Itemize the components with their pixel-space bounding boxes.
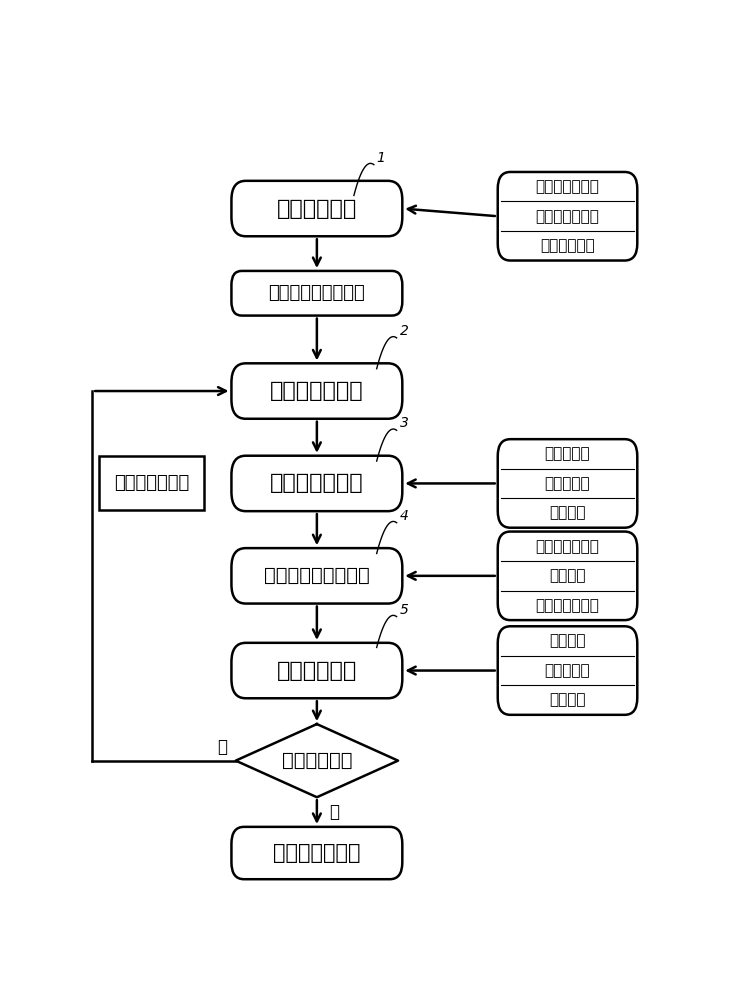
Text: 优化、调整模块: 优化、调整模块	[114, 474, 190, 492]
Text: 1: 1	[376, 151, 386, 165]
Text: 截割头结构初步设计: 截割头结构初步设计	[268, 284, 365, 302]
FancyBboxPatch shape	[498, 532, 637, 620]
Text: 参数化分析模块: 参数化分析模块	[270, 473, 364, 493]
Text: 截割头设计结果: 截割头设计结果	[273, 843, 361, 863]
FancyBboxPatch shape	[232, 827, 402, 879]
Text: 强度、刚度: 强度、刚度	[545, 663, 590, 678]
Text: 振动频率、振型: 振动频率、振型	[536, 598, 600, 613]
Text: 性能评价模块: 性能评价模块	[277, 661, 357, 681]
Text: 煤岩特性参数: 煤岩特性参数	[540, 238, 595, 253]
Text: 参数输入模块: 参数输入模块	[277, 199, 357, 219]
Text: 3: 3	[400, 416, 409, 430]
Text: 参数化结果显示模块: 参数化结果显示模块	[264, 566, 370, 585]
Text: 是否需要优化: 是否需要优化	[282, 751, 352, 770]
Text: 载荷波动: 载荷波动	[549, 634, 586, 649]
FancyBboxPatch shape	[232, 548, 402, 604]
Text: 截割头工况参数: 截割头工况参数	[536, 209, 600, 224]
FancyBboxPatch shape	[498, 172, 637, 261]
Text: 截割头设计参数: 截割头设计参数	[536, 179, 600, 194]
Text: 5: 5	[400, 603, 409, 617]
Bar	[99, 456, 204, 510]
Text: 否: 否	[329, 803, 340, 821]
FancyBboxPatch shape	[232, 271, 402, 316]
Text: 载荷曲线: 载荷曲线	[549, 568, 586, 583]
Text: 是: 是	[217, 738, 227, 756]
FancyBboxPatch shape	[232, 181, 402, 236]
Text: 4: 4	[400, 509, 409, 523]
FancyBboxPatch shape	[232, 363, 402, 419]
Text: 静接触分析: 静接触分析	[545, 476, 590, 491]
Text: 参数化建模模块: 参数化建模模块	[270, 381, 364, 401]
Text: 2: 2	[400, 324, 409, 338]
Text: 动力学分析: 动力学分析	[545, 446, 590, 461]
Text: 模态分析: 模态分析	[549, 505, 586, 520]
FancyBboxPatch shape	[498, 626, 637, 715]
Text: 振动特性: 振动特性	[549, 693, 586, 708]
FancyBboxPatch shape	[232, 643, 402, 698]
Text: 应力、应变云图: 应力、应变云图	[536, 539, 600, 554]
FancyBboxPatch shape	[498, 439, 637, 528]
FancyBboxPatch shape	[232, 456, 402, 511]
